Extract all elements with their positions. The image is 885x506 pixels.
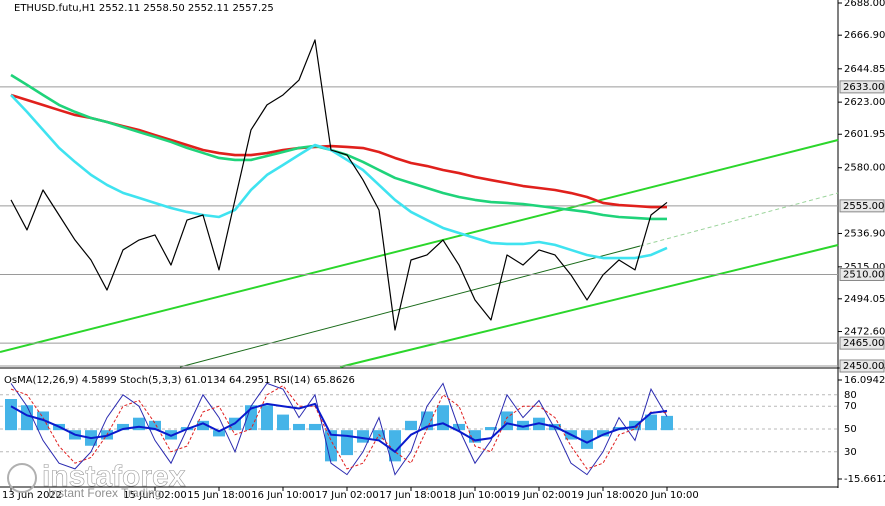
x-tick-label: 15 Jun 02:00 — [123, 490, 187, 501]
watermark: instaforex Instant Forex Trading — [7, 460, 186, 500]
level-label: 2510.00 — [843, 269, 884, 280]
osma-bar — [485, 427, 497, 431]
osma-bar — [357, 430, 369, 443]
osma-bar — [117, 423, 129, 431]
osma-bar — [597, 430, 609, 437]
osma-bar — [197, 420, 209, 431]
channel-upper — [0, 139, 839, 353]
osma-bar — [213, 430, 225, 437]
osma-bar — [341, 430, 353, 456]
x-tick-label: 19 Jun 02:00 — [507, 490, 571, 501]
osma-bar — [389, 430, 401, 462]
y2-tick-label: 50 — [844, 424, 857, 435]
osma-bar — [149, 420, 161, 431]
level-label-box — [839, 199, 885, 213]
osma-bar — [293, 423, 305, 431]
y-tick-label: -15.6612 — [844, 474, 885, 485]
moving-average — [10, 94, 668, 260]
osma-bar — [517, 420, 529, 431]
osma-bar — [309, 423, 321, 431]
y-tick-label: 2472.60 — [844, 327, 885, 338]
y-tick-label: 2623.00 — [844, 97, 885, 108]
y-tick-label: 16.0942 — [844, 375, 885, 386]
osma-bar — [5, 398, 17, 431]
x-tick-label: 18 Jun 10:00 — [443, 490, 507, 501]
y2-tick-label: 70 — [844, 401, 857, 412]
x-tick-label: 17 Jun 18:00 — [379, 490, 443, 501]
y-tick-label: 2580.00 — [844, 163, 885, 174]
osma-bar — [277, 414, 289, 431]
osma-bar — [405, 420, 417, 431]
y-tick-label: 2536.90 — [844, 228, 885, 239]
channel-lower — [339, 244, 839, 368]
x-tick-label: 20 Jun 10:00 — [635, 490, 699, 501]
level-label-box — [839, 359, 885, 373]
watermark-logo — [7, 463, 37, 493]
osma-bar — [645, 414, 657, 431]
y-tick-label: 2601.95 — [844, 129, 885, 140]
y-tick-label: 2494.05 — [844, 294, 885, 305]
osma-bar — [21, 405, 33, 431]
oscillator-line — [10, 385, 668, 470]
x-tick-label: 19 Jun 18:00 — [571, 490, 635, 501]
osma-bar — [325, 430, 337, 462]
chart-header: ETHUSD.futu,H1 2552.11 2558.50 2552.11 2… — [14, 3, 274, 14]
watermark-brand: instaforex — [42, 460, 186, 493]
oscillator-line — [10, 402, 668, 454]
osma-bar — [453, 423, 465, 431]
x-tick-label: 15 Jun 18:00 — [187, 490, 251, 501]
x-tick-label: 16 Jun 10:00 — [251, 490, 315, 501]
y-tick-label: 2644.85 — [844, 64, 885, 75]
level-label: 2633.00 — [843, 82, 884, 93]
channel-mid-extension — [639, 192, 839, 247]
y-tick-label: 2666.90 — [844, 30, 885, 41]
level-label: 2555.00 — [843, 201, 884, 212]
osma-bar — [661, 415, 673, 431]
watermark-tagline: Instant Forex Trading — [48, 486, 161, 500]
level-label: 2450.00 — [843, 361, 884, 372]
oscillator-line — [10, 382, 668, 476]
y-tick-label: 2515.00 — [844, 262, 885, 273]
level-label: 2465.00 — [843, 338, 884, 349]
level-label-box — [839, 336, 885, 350]
level-label-box — [839, 267, 885, 281]
indicator-header: OsMA(12,26,9) 4.5899 Stoch(5,3,3) 61.013… — [4, 375, 355, 386]
level-label-box — [839, 80, 885, 94]
y2-tick-label: 80 — [844, 390, 857, 401]
osma-bar — [581, 430, 593, 449]
x-tick-label: 13 Jun 2022 — [2, 490, 62, 501]
y-tick-label: 2688.00 — [844, 0, 885, 9]
osma-bar — [261, 405, 273, 431]
x-tick-label: 17 Jun 02:00 — [315, 490, 379, 501]
y2-tick-label: 30 — [844, 447, 857, 458]
price-line — [10, 39, 668, 331]
